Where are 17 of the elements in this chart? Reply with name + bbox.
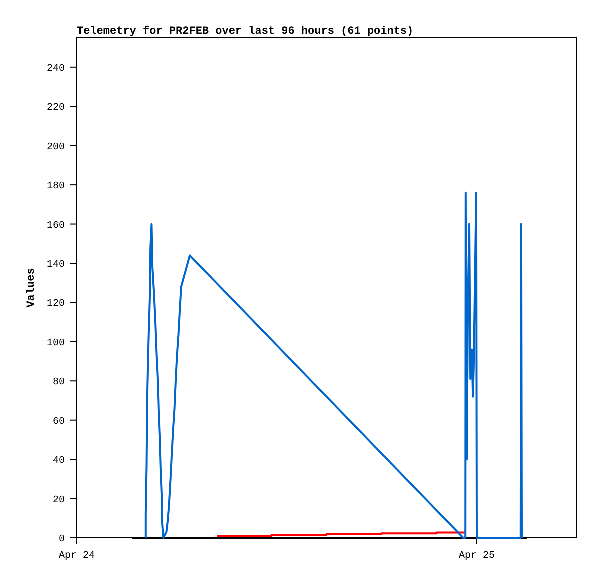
chart-title: Telemetry for PR2FEB over last 96 hours (61 points) [77,25,414,38]
x-tick-label: Apr 24 [58,551,96,562]
y-tick-label: 200 [46,142,65,154]
y-tick-label: 140 [46,260,65,271]
y-tick-label: 160 [46,220,65,232]
y-tick-label: 20 [52,495,65,506]
y-tick-label: 40 [52,456,65,468]
y-tick-label: 120 [46,299,65,310]
y-axis-title: Values [26,268,38,308]
y-tick-label: 100 [46,338,65,350]
y-tick-label: 0 [58,534,65,546]
y-tick-label: 240 [46,64,65,75]
y-tick-label: 80 [52,378,65,389]
x-tick-label: Apr 25 [458,551,496,562]
y-tick-label: 180 [46,182,65,193]
y-tick-label: 220 [46,103,65,114]
y-tick-label: 60 [52,416,65,428]
